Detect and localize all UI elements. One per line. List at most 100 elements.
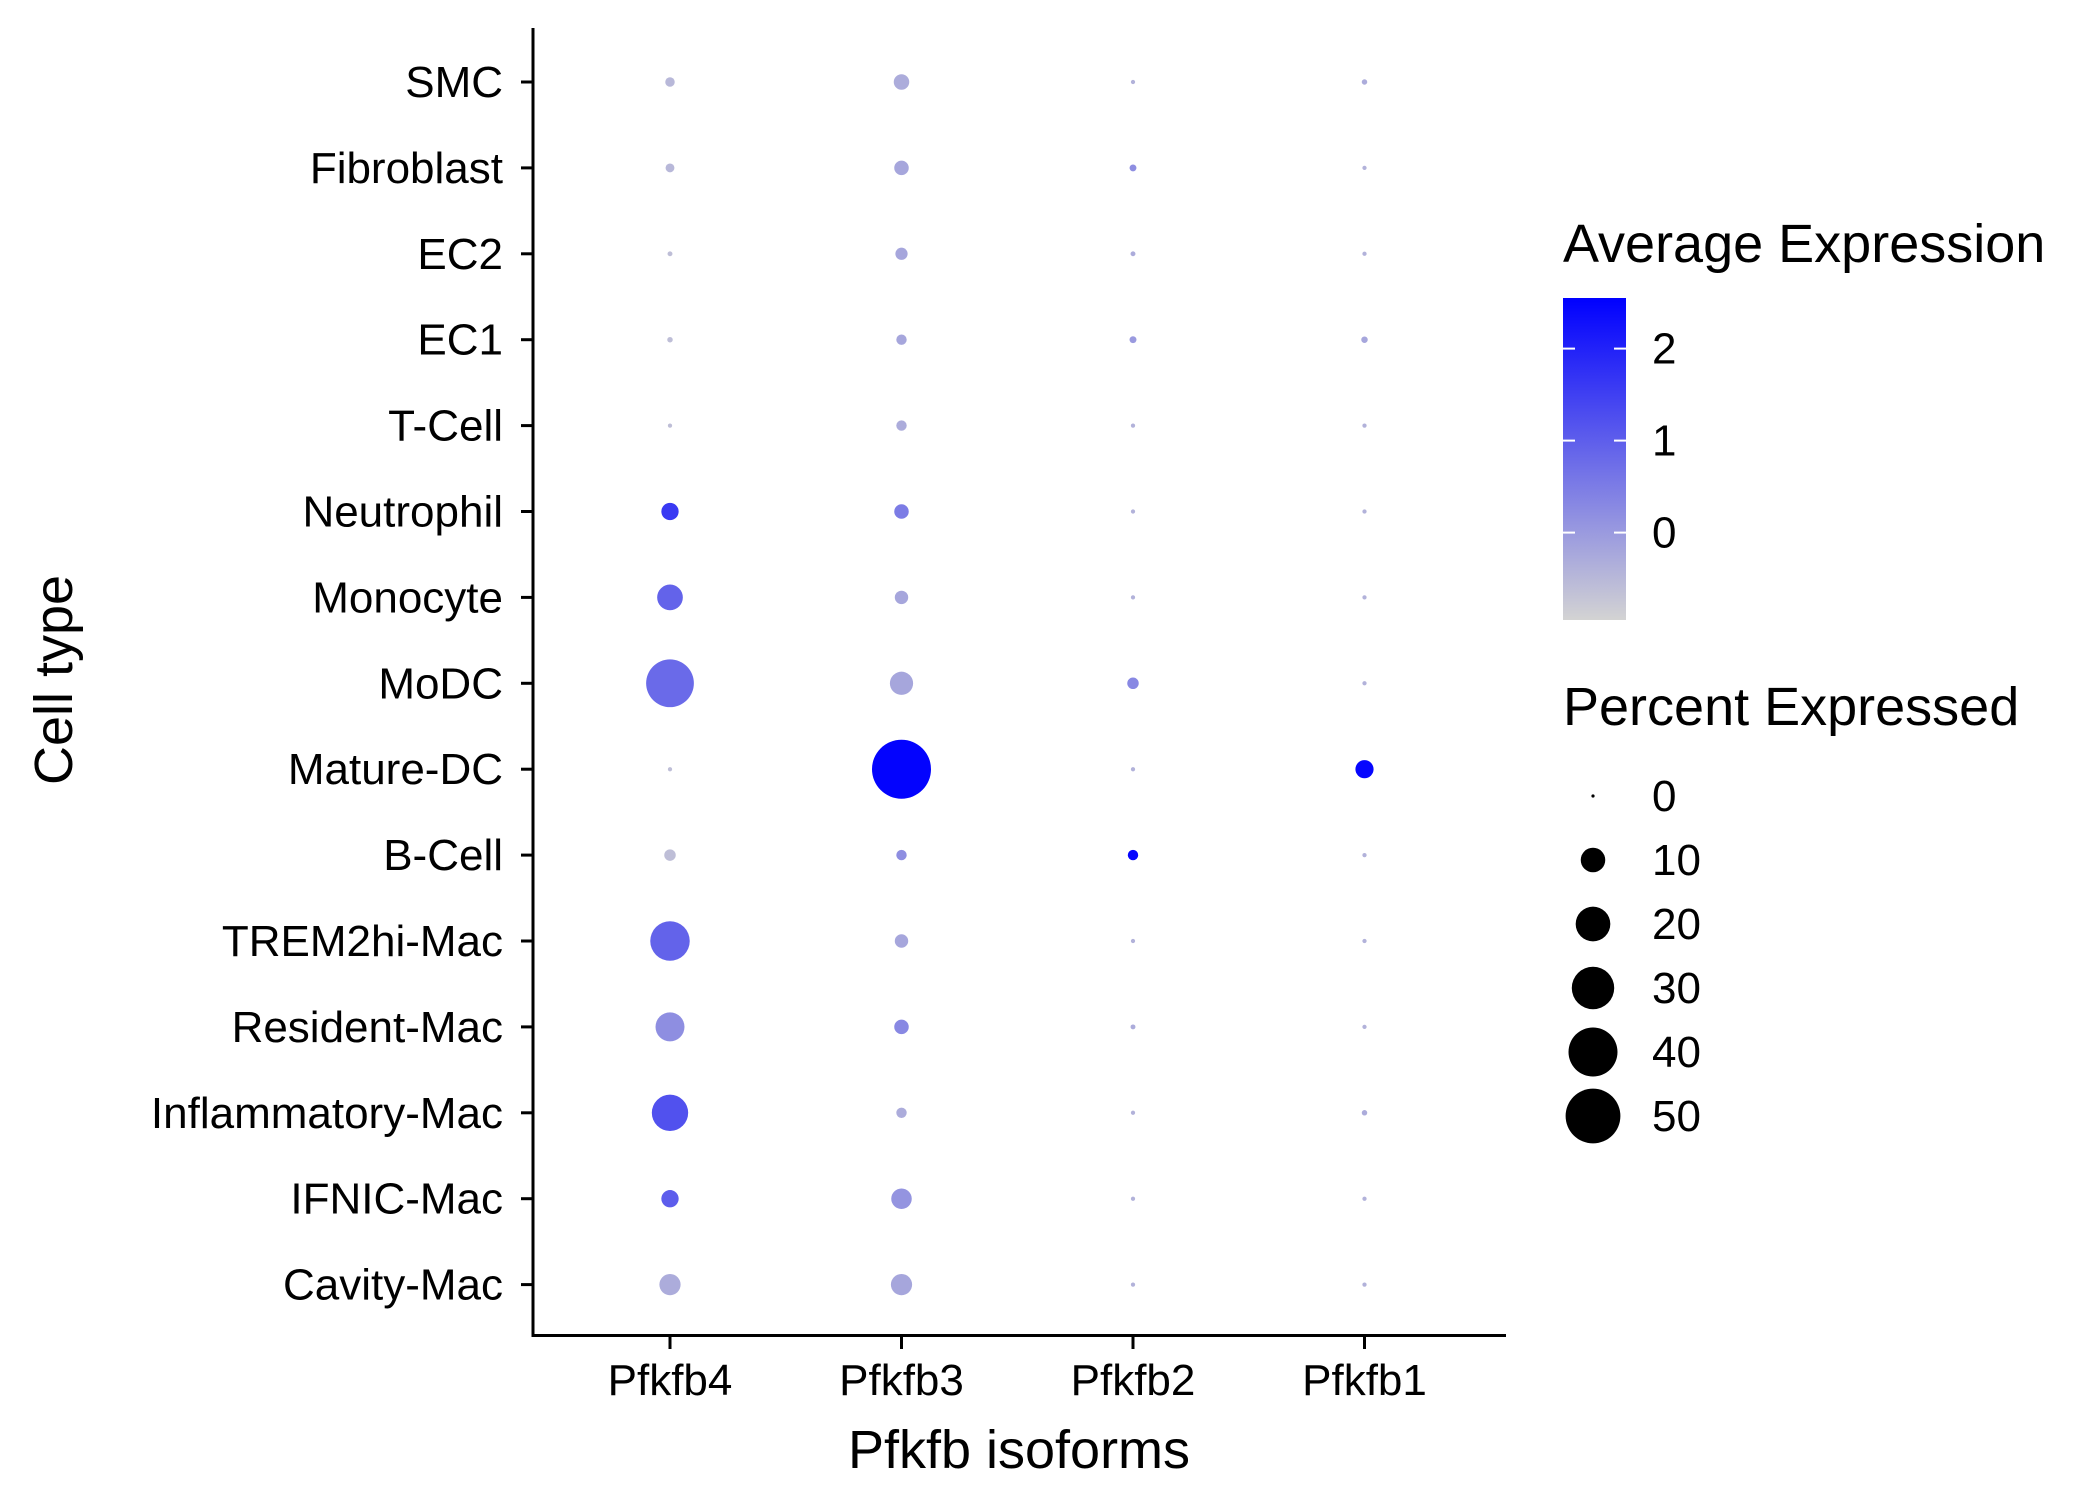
dot-ec1-pfkfb4 xyxy=(667,336,673,343)
dot-ifnic-mac-pfkfb3 xyxy=(891,1188,912,1209)
dot-mature-dc-pfkfb2 xyxy=(1130,767,1136,772)
dot-modc-pfkfb1 xyxy=(1362,681,1367,686)
dot-t-cell-pfkfb4 xyxy=(667,423,673,428)
dot-ec1-pfkfb2 xyxy=(1129,336,1137,344)
color-tick-label-0: 0 xyxy=(1652,509,1676,558)
y-tick-label-ec1: EC1 xyxy=(417,316,503,365)
y-tick-label-t-cell: T-Cell xyxy=(388,402,503,451)
y-tick-label-smc: SMC xyxy=(405,58,503,107)
dot-ifnic-mac-pfkfb1 xyxy=(1362,1196,1367,1201)
y-axis-title: Cell type xyxy=(24,575,84,785)
dot-b-cell-pfkfb2 xyxy=(1127,849,1139,861)
dot-inflammatory-mac-pfkfb1 xyxy=(1361,1110,1368,1116)
x-axis-ticks: Pfkfb4 Pfkfb3 Pfkfb2 Pfkfb1 xyxy=(608,1337,1427,1405)
dot-neutrophil-pfkfb4 xyxy=(661,502,679,521)
y-tick-label-cavity-mac: Cavity-Mac xyxy=(283,1261,503,1310)
dot-inflammatory-mac-pfkfb2 xyxy=(1130,1110,1136,1115)
y-tick-label-ec2: EC2 xyxy=(417,230,503,279)
dot-resident-mac-pfkfb4 xyxy=(655,1012,685,1042)
dot-neutrophil-pfkfb2 xyxy=(1130,509,1136,514)
dot-monocyte-pfkfb1 xyxy=(1362,595,1367,600)
dot-ec2-pfkfb1 xyxy=(1362,251,1367,256)
x-tick-label-pfkfb4: Pfkfb4 xyxy=(608,1356,733,1405)
size-legend-label-40: 40 xyxy=(1652,1028,1701,1077)
x-tick-label-pfkfb3: Pfkfb3 xyxy=(839,1356,964,1405)
dot-ec2-pfkfb3 xyxy=(895,247,908,260)
size-legend-dot-20 xyxy=(1575,906,1611,942)
dot-mature-dc-pfkfb1 xyxy=(1355,760,1374,779)
size-legend-label-10: 10 xyxy=(1652,836,1701,885)
dot-cavity-mac-pfkfb1 xyxy=(1362,1282,1367,1287)
dot-b-cell-pfkfb4 xyxy=(664,849,676,861)
dot-cavity-mac-pfkfb2 xyxy=(1130,1282,1136,1287)
dot-fibroblast-pfkfb4 xyxy=(665,163,675,173)
dot-cavity-mac-pfkfb4 xyxy=(659,1273,681,1296)
dot-t-cell-pfkfb1 xyxy=(1362,423,1367,428)
dot-layer xyxy=(646,74,1374,1296)
y-tick-label-inflammatory-mac: Inflammatory-Mac xyxy=(151,1089,503,1138)
dot-neutrophil-pfkfb3 xyxy=(894,504,909,519)
dot-trem2hi-mac-pfkfb1 xyxy=(1362,938,1367,944)
dot-monocyte-pfkfb3 xyxy=(894,590,909,605)
y-tick-label-monocyte: Monocyte xyxy=(312,573,503,622)
dot-monocyte-pfkfb4 xyxy=(657,584,683,611)
dot-t-cell-pfkfb3 xyxy=(896,420,907,431)
dot-monocyte-pfkfb2 xyxy=(1130,595,1136,600)
dot-mature-dc-pfkfb4 xyxy=(667,767,673,772)
size-legend-label-30: 30 xyxy=(1652,964,1701,1013)
dot-resident-mac-pfkfb2 xyxy=(1130,1024,1136,1030)
dot-smc-pfkfb3 xyxy=(893,74,910,90)
dot-neutrophil-pfkfb1 xyxy=(1362,509,1367,514)
dot-ec1-pfkfb3 xyxy=(896,334,907,345)
size-legend-dot-50 xyxy=(1565,1088,1621,1144)
y-tick-label-b-cell: B-Cell xyxy=(383,831,503,880)
color-legend-ticks: 0 1 2 xyxy=(1563,325,1676,558)
color-tick-label-2: 2 xyxy=(1652,325,1676,374)
color-legend: Average Expression 0 1 2 xyxy=(1563,214,2045,620)
dot-fibroblast-pfkfb1 xyxy=(1362,165,1367,171)
y-axis-ticks: SMC Fibroblast EC2 EC1 T-Cell Neutrophil Monoc… xyxy=(151,58,533,1310)
x-tick-label-pfkfb2: Pfkfb2 xyxy=(1071,1356,1196,1405)
dot-smc-pfkfb2 xyxy=(1130,79,1136,85)
dot-fibroblast-pfkfb2 xyxy=(1129,164,1137,172)
dot-resident-mac-pfkfb3 xyxy=(894,1019,909,1035)
y-tick-label-modc: MoDC xyxy=(378,659,503,708)
y-tick-label-neutrophil: Neutrophil xyxy=(302,488,503,537)
dot-smc-pfkfb1 xyxy=(1361,79,1368,85)
dot-inflammatory-mac-pfkfb3 xyxy=(896,1107,907,1119)
y-tick-label-fibroblast: Fibroblast xyxy=(310,144,503,193)
dot-fibroblast-pfkfb3 xyxy=(894,160,909,176)
dot-modc-pfkfb2 xyxy=(1127,677,1139,690)
dot-b-cell-pfkfb1 xyxy=(1362,852,1367,858)
dot-b-cell-pfkfb3 xyxy=(896,849,907,861)
dot-trem2hi-mac-pfkfb3 xyxy=(894,934,909,948)
x-axis-title: Pfkfb isoforms xyxy=(848,1420,1190,1480)
dot-ec1-pfkfb1 xyxy=(1361,336,1368,343)
color-tick-label-1: 1 xyxy=(1652,417,1676,466)
size-legend-dot-10 xyxy=(1580,847,1606,873)
dot-cavity-mac-pfkfb3 xyxy=(890,1273,913,1296)
dot-ifnic-mac-pfkfb2 xyxy=(1130,1196,1136,1201)
color-legend-bar xyxy=(1563,298,1626,620)
size-legend-label-50: 50 xyxy=(1652,1092,1701,1141)
dot-trem2hi-mac-pfkfb2 xyxy=(1130,938,1136,944)
size-legend-dot-0 xyxy=(1591,794,1595,798)
dot-modc-pfkfb4 xyxy=(646,659,694,708)
size-legend-dot-40 xyxy=(1568,1027,1618,1077)
dot-ec2-pfkfb4 xyxy=(667,251,673,257)
dot-ec2-pfkfb2 xyxy=(1130,251,1136,257)
size-legend-label-20: 20 xyxy=(1652,900,1701,949)
y-tick-label-trem2hi-mac: TREM2hi-Mac xyxy=(222,917,503,966)
dot-inflammatory-mac-pfkfb4 xyxy=(651,1094,689,1131)
color-legend-title: Average Expression xyxy=(1563,214,2045,274)
size-legend-title: Percent Expressed xyxy=(1563,677,2019,737)
size-legend-dot-30 xyxy=(1571,966,1615,1010)
dot-ifnic-mac-pfkfb4 xyxy=(661,1190,679,1208)
dot-t-cell-pfkfb2 xyxy=(1130,423,1136,428)
size-legend-items: 0 10 20 30 40 50 xyxy=(1565,772,1701,1144)
dot-smc-pfkfb4 xyxy=(665,77,675,87)
size-legend-label-0: 0 xyxy=(1652,772,1676,821)
y-tick-label-ifnic-mac: IFNIC-Mac xyxy=(290,1175,503,1224)
dot-modc-pfkfb3 xyxy=(889,671,914,695)
